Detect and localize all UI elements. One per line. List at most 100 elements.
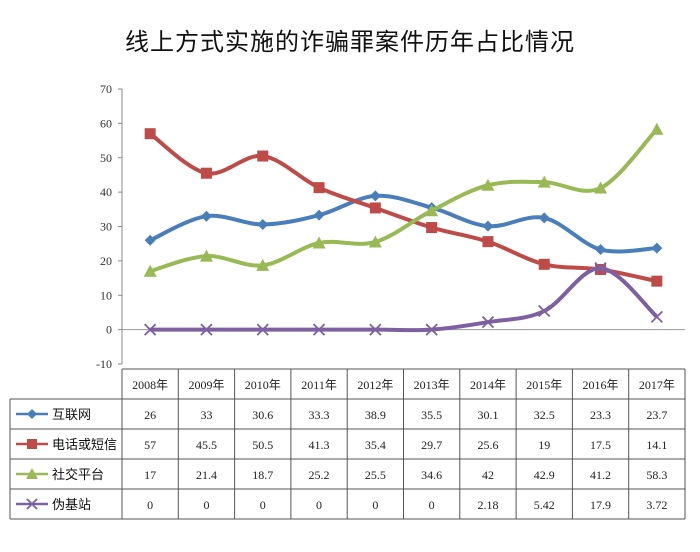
- data-point-2-3: [312, 236, 326, 249]
- data-label-2-9: 58.3: [646, 468, 667, 482]
- data-point-2-0: [143, 264, 157, 277]
- y-tick-label: 40: [100, 185, 112, 199]
- data-label-0-2: 30.6: [252, 408, 273, 422]
- y-tick-label: 10: [100, 288, 112, 302]
- data-label-2-2: 18.7: [252, 468, 273, 482]
- data-point-3-6: [481, 315, 495, 329]
- data-label-1-9: 14.1: [646, 438, 667, 452]
- chart-title: 线上方式实施的诈骗罪案件历年占比情况: [125, 28, 575, 56]
- data-label-1-2: 50.5: [252, 438, 273, 452]
- data-point-0-3: [313, 209, 325, 221]
- data-point-1-9: [651, 275, 663, 287]
- x-category-label: 2008年: [132, 378, 168, 392]
- legend-marker-0: [27, 409, 37, 419]
- data-point-1-7: [538, 258, 550, 270]
- data-point-3-9: [650, 310, 663, 323]
- data-label-2-6: 42: [482, 468, 494, 482]
- data-label-0-5: 35.5: [421, 408, 442, 422]
- data-point-2-9: [650, 122, 664, 135]
- data-point-0-2: [257, 218, 269, 230]
- data-label-2-8: 41.2: [590, 468, 611, 482]
- legend-label-2: 社交平台: [52, 467, 104, 483]
- legend-marker-2: [26, 468, 38, 479]
- data-point-0-7: [538, 212, 550, 224]
- x-marker-stroke: [425, 323, 438, 336]
- data-label-1-5: 29.7: [421, 438, 442, 452]
- data-table: 2008年 2009年 2010年 2011年 2012年 2013年 2014年 2015年…: [9, 368, 686, 520]
- x-category-label: 2016年: [583, 378, 619, 392]
- data-label-1-1: 45.5: [196, 438, 217, 452]
- data-point-3-3: [312, 323, 326, 336]
- data-point-2-5: [425, 204, 439, 217]
- data-label-3-7: 5.42: [534, 498, 555, 512]
- data-point-0-8: [595, 244, 607, 256]
- data-label-0-0: 26: [144, 408, 156, 422]
- data-point-1-0: [144, 128, 156, 140]
- data-point-1-1: [200, 167, 212, 179]
- data-label-3-3: 0: [316, 498, 322, 512]
- data-label-2-0: 17: [144, 468, 156, 482]
- series-line-0: [149, 193, 657, 254]
- data-point-1-3: [313, 182, 325, 194]
- data-label-3-9: 3.72: [646, 498, 667, 512]
- y-tick-label: -10: [96, 357, 112, 371]
- data-point-0-0: [144, 234, 156, 246]
- x-category-label: 2017年: [639, 378, 675, 392]
- data-point-2-6: [481, 178, 495, 191]
- data-label-1-0: 57: [144, 438, 156, 452]
- data-label-0-4: 38.9: [365, 408, 386, 422]
- data-point-0-1: [200, 210, 212, 222]
- x-marker-stroke: [481, 315, 495, 329]
- data-label-0-6: 30.1: [477, 408, 498, 422]
- data-point-1-2: [257, 150, 269, 162]
- data-label-3-6: 2.18: [477, 498, 498, 512]
- data-point-0-6: [482, 220, 494, 232]
- data-point-2-8: [594, 181, 608, 194]
- data-label-3-8: 17.9: [590, 498, 611, 512]
- x-marker-stroke: [538, 304, 551, 318]
- x-marker-stroke: [594, 261, 607, 275]
- data-label-2-1: 21.4: [196, 468, 217, 482]
- data-label-3-0: 0: [147, 498, 153, 512]
- legend-marker-1: [27, 439, 37, 449]
- series-lines: [143, 122, 664, 336]
- data-label-1-6: 25.6: [477, 438, 498, 452]
- y-tick-label: 70: [100, 82, 112, 96]
- x-marker-stroke: [312, 323, 326, 336]
- data-label-0-3: 33.3: [309, 408, 330, 422]
- legend-label-1: 电话或短信: [52, 438, 117, 453]
- x-category-label: 2010年: [245, 378, 281, 392]
- series-line-2: [149, 127, 659, 274]
- x-marker-stroke: [256, 323, 269, 336]
- legend-label-3: 伪基站: [52, 498, 91, 513]
- x-marker-stroke: [650, 310, 663, 323]
- data-point-3-2: [256, 323, 269, 336]
- y-tick-label: 60: [100, 116, 112, 130]
- y-tick-label: 30: [100, 220, 112, 234]
- x-category-label: 2011年: [301, 378, 337, 392]
- data-label-1-7: 19: [538, 438, 550, 452]
- data-point-1-4: [369, 202, 381, 214]
- data-label-3-5: 0: [429, 498, 435, 512]
- data-label-2-3: 25.2: [309, 468, 330, 482]
- data-label-2-4: 25.5: [365, 468, 386, 482]
- x-marker-stroke: [26, 498, 38, 510]
- data-label-1-3: 41.3: [309, 438, 330, 452]
- data-point-2-2: [256, 258, 270, 271]
- data-point-3-7: [538, 304, 551, 318]
- data-label-0-7: 32.5: [534, 408, 555, 422]
- data-point-1-6: [482, 236, 494, 248]
- x-marker-stroke: [144, 323, 157, 336]
- legend-marker-3: [26, 498, 38, 510]
- data-label-1-8: 17.5: [590, 438, 611, 452]
- data-point-0-9: [651, 242, 663, 254]
- x-category-label: 2009年: [188, 378, 224, 392]
- data-point-3-0: [144, 323, 157, 336]
- data-label-3-4: 0: [372, 498, 378, 512]
- data-point-3-1: [200, 323, 213, 336]
- data-point-1-5: [426, 222, 438, 234]
- data-label-3-1: 0: [203, 498, 209, 512]
- series-line-1: [148, 132, 658, 284]
- data-label-0-8: 23.3: [590, 408, 611, 422]
- data-point-0-4: [369, 190, 381, 202]
